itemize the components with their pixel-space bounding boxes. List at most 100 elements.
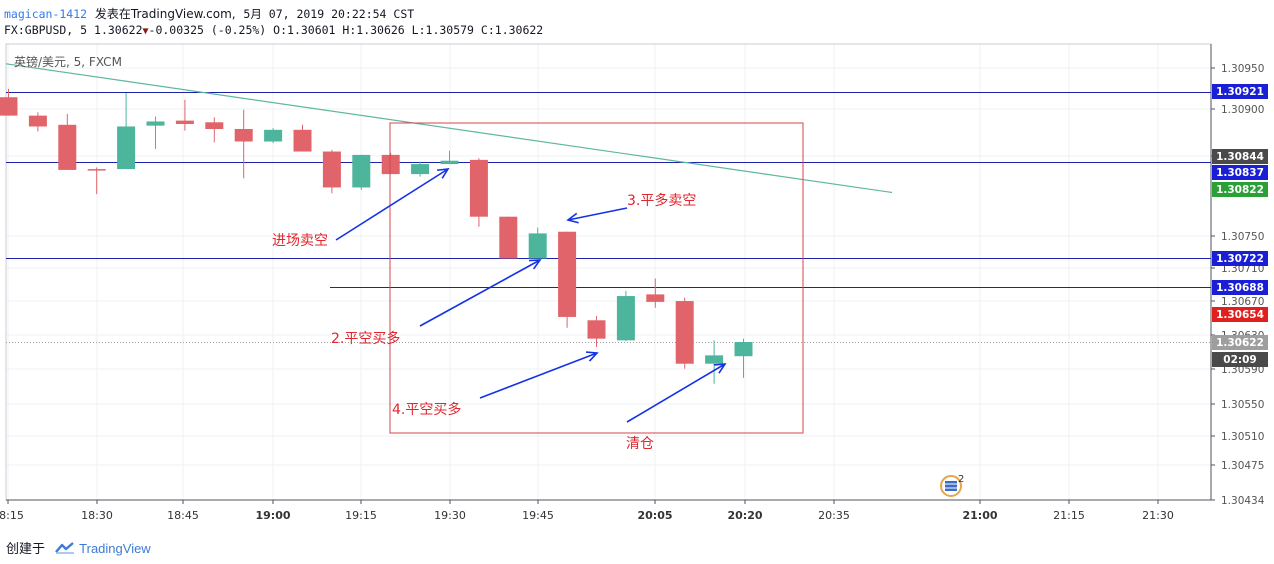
price-label[interactable]: 1.30822: [1212, 182, 1268, 197]
symbol-name[interactable]: FX:GBPUSD, 5: [4, 23, 88, 37]
annotation-label[interactable]: 进场卖空: [272, 233, 328, 249]
annotation-arrow[interactable]: [335, 168, 450, 241]
candle-body: [411, 164, 430, 175]
change-value: -0.00325 (-0.25%): [148, 23, 267, 37]
candle[interactable]: [175, 99, 194, 131]
candle-body: [146, 121, 165, 126]
arrow-shaft: [626, 363, 726, 423]
candle[interactable]: [558, 231, 577, 328]
trendline[interactable]: [5, 63, 893, 194]
price-label[interactable]: 1.30921: [1212, 84, 1268, 99]
price-label-bg: [1212, 280, 1268, 295]
price-label[interactable]: 1.30654: [1212, 307, 1268, 322]
annotation-arrow[interactable]: [419, 259, 542, 327]
candle[interactable]: [528, 227, 547, 259]
y-tick-label: 1.30510: [1221, 431, 1264, 443]
username[interactable]: magican-1412: [4, 7, 88, 21]
candle[interactable]: [322, 149, 341, 194]
highlight-box[interactable]: [389, 122, 804, 434]
candle[interactable]: [234, 109, 253, 179]
x-tick-label: 21:15: [1053, 509, 1085, 520]
candle-body: [352, 154, 371, 188]
price-label[interactable]: 1.30722: [1212, 251, 1268, 266]
candle[interactable]: [411, 161, 430, 177]
price-label-text: 02:09: [1223, 354, 1256, 366]
candle-body: [675, 301, 694, 364]
price-label-text: 1.30844: [1216, 151, 1264, 163]
candle[interactable]: [469, 158, 488, 227]
price-label-bg: [1212, 251, 1268, 266]
annotation-arrow[interactable]: [566, 207, 628, 224]
candle[interactable]: [58, 113, 77, 170]
badge-count: 2: [958, 474, 964, 485]
candle-body: [28, 115, 47, 127]
candle[interactable]: [646, 278, 665, 308]
price-label[interactable]: 1.30837: [1212, 165, 1268, 180]
price-label-bg: [1212, 149, 1268, 164]
arrow-head-icon: [566, 212, 579, 224]
price-label[interactable]: 1.30688: [1212, 280, 1268, 295]
candle[interactable]: [499, 216, 518, 259]
price-label-bg: [1212, 335, 1268, 350]
published-date: 5月 07, 2019 20:22:54 CST: [243, 7, 415, 21]
annotation-arrow[interactable]: [479, 351, 599, 399]
candle-body: [499, 216, 518, 259]
candle-body: [469, 159, 488, 217]
annotation-label[interactable]: 3.平多卖空: [627, 192, 696, 209]
candle[interactable]: [0, 88, 18, 116]
close-value: C:1.30622: [480, 23, 544, 37]
arrow-shaft: [419, 259, 541, 327]
annotation-arrow[interactable]: [626, 363, 727, 423]
candle-body: [440, 160, 459, 165]
footer: 创建于 TradingView: [6, 538, 151, 558]
y-tick-label: 1.30550: [1221, 399, 1264, 411]
candle-body: [175, 120, 194, 124]
candle[interactable]: [381, 153, 400, 175]
price-label[interactable]: 1.30622: [1212, 335, 1268, 350]
candles: [0, 88, 753, 384]
price-label[interactable]: 02:09: [1212, 352, 1268, 367]
annotation-label[interactable]: 清仓: [626, 436, 654, 452]
annotation-label[interactable]: 4.平空买多: [392, 401, 461, 418]
arrow-shaft: [567, 207, 628, 221]
candle[interactable]: [440, 150, 459, 165]
annotation-label[interactable]: 2.平空买多: [331, 330, 400, 347]
y-tick-label: 1.30670: [1221, 296, 1264, 308]
chart-title: 英镑/美元, 5, FXCM: [14, 54, 122, 69]
candle[interactable]: [616, 291, 635, 342]
candle-body: [528, 233, 547, 259]
arrow-shaft: [335, 168, 449, 241]
candle[interactable]: [675, 297, 694, 369]
candle[interactable]: [264, 128, 283, 144]
x-tick-label: 21:30: [1142, 509, 1174, 520]
candle[interactable]: [734, 338, 753, 378]
time-axis[interactable]: 18:15 18:30 18:45 19:00 19:15 19:30 19:45 20:05…: [0, 500, 1174, 520]
candle[interactable]: [146, 116, 165, 150]
candle-body: [646, 294, 665, 302]
x-tick-label: 19:45: [522, 509, 554, 520]
candle[interactable]: [117, 93, 136, 170]
candle-body: [558, 231, 577, 317]
price-label-text: 1.30921: [1216, 86, 1264, 98]
candle[interactable]: [28, 112, 47, 132]
candle-body: [264, 129, 283, 142]
candle[interactable]: [293, 124, 312, 152]
x-tick-label: 20:20: [727, 509, 762, 520]
candle-body: [117, 126, 136, 170]
candle[interactable]: [705, 340, 724, 384]
candle-body: [293, 129, 312, 152]
price-label[interactable]: 1.30844: [1212, 149, 1268, 164]
tradingview-logo-icon: [55, 541, 75, 558]
candle[interactable]: [352, 154, 371, 190]
arrows: [335, 168, 727, 423]
publish-info: magican-1412 发表在TradingView.com, 5月 07, …: [4, 5, 414, 22]
symbol-ohlc-bar: FX:GBPUSD, 5 1.30622▼-0.00325 (-0.25%) O…: [4, 23, 543, 37]
horizontal-lines: [6, 92, 1211, 288]
candle[interactable]: [87, 167, 106, 195]
events-badge[interactable]: 2: [940, 474, 964, 497]
candle[interactable]: [205, 117, 224, 143]
tradingview-brand[interactable]: TradingView: [79, 541, 151, 556]
candle[interactable]: [587, 316, 606, 348]
